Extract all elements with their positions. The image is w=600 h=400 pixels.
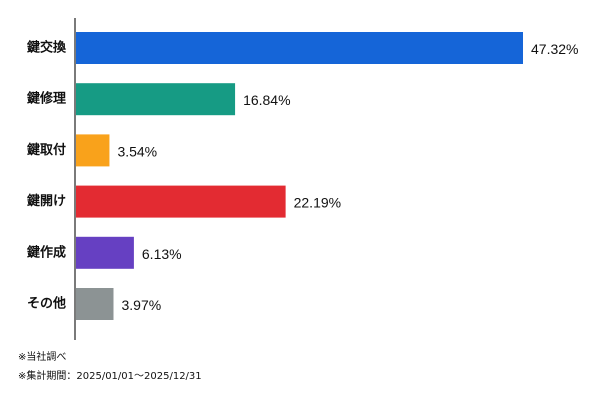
category-label: その他 xyxy=(27,296,66,312)
value-label: 16.84% xyxy=(243,92,290,108)
value-labels-group: 47.32% 16.84% 3.54% 22.19% 6.13% 3.97% xyxy=(117,41,578,313)
category-label: 鍵作成 xyxy=(27,244,66,260)
period-note: ※集計期間：2025/01/01～2025/12/31 xyxy=(18,371,202,382)
value-label: 3.54% xyxy=(117,143,157,159)
category-label: 鍵修理 xyxy=(27,91,66,107)
value-label: 22.19% xyxy=(294,195,341,211)
bar xyxy=(76,288,114,320)
bar xyxy=(76,83,236,116)
category-label: 鍵取付 xyxy=(27,142,66,158)
value-label: 6.13% xyxy=(142,246,182,262)
bars-group xyxy=(76,32,523,320)
category-label: 鍵交換 xyxy=(27,40,67,56)
category-label: 鍵開け xyxy=(27,193,66,209)
bar xyxy=(76,134,110,167)
bar xyxy=(76,236,134,269)
bar xyxy=(76,185,286,218)
value-label: 3.97% xyxy=(122,297,162,313)
bar xyxy=(76,32,523,64)
value-label: 47.32% xyxy=(531,41,578,57)
source-note: ※当社調べ xyxy=(18,352,67,363)
